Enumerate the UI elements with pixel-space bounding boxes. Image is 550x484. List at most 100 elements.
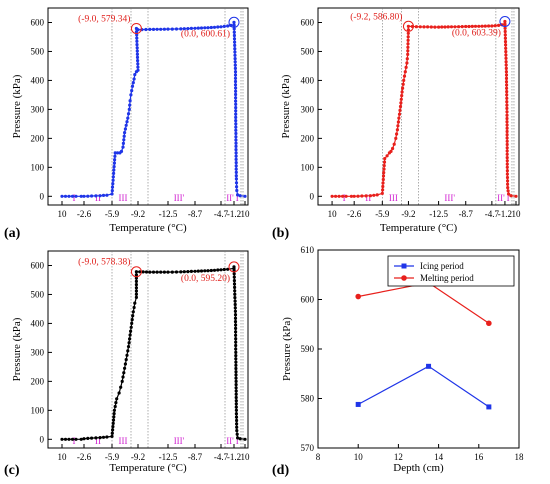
annotation-label: (0.0, 595.20) [181,273,230,284]
data-point [505,139,509,143]
data-point [505,175,510,180]
annotation-marker [130,266,142,278]
data-point [397,112,402,116]
x-tick-label: 10 [241,209,251,219]
data-point [135,55,140,60]
annotation-marker [228,16,240,28]
y-tick-label: 0 [40,434,45,444]
data-point [128,337,132,341]
x-tick-label: -12.5 [159,209,178,219]
data-point [130,89,134,93]
data-point [505,116,509,121]
data-point [125,120,129,124]
x-tick-label: 10 [354,452,364,462]
data-point [391,146,395,151]
data-point [98,194,102,198]
data-point [136,62,140,66]
data-point [127,107,131,111]
data-point [135,39,139,43]
x-tick-label: -4.7 [214,452,229,462]
y-tick-label: 500 [31,46,45,56]
data-point [186,270,190,274]
zone-label: I [73,436,76,446]
x-tick-label: -9.2 [401,209,415,219]
data-point [400,90,404,94]
data-point [480,24,484,28]
data-point [179,27,183,31]
zone-label: III' [174,436,185,446]
data-point [234,357,238,361]
x-tick-label: -9.2 [131,452,145,462]
data-point [389,149,393,153]
data-point [141,270,145,274]
data-point [115,397,119,401]
y-tick-label: 200 [301,133,315,143]
data-point [234,112,238,116]
zone-label: II [95,193,101,203]
x-axis-label: Temperature (°C) [109,222,187,234]
data-point [234,99,238,103]
data-point [151,27,156,31]
data-point [159,27,163,31]
data-point [381,184,385,189]
data-point [233,289,237,293]
data-point [233,76,238,80]
data-point [505,156,509,160]
data-point [114,401,118,405]
data-point [193,269,197,273]
data-point [136,65,140,69]
data-point [233,73,238,77]
x-tick-label: -2.6 [77,209,92,219]
data-point [503,33,507,37]
data-point [392,142,396,146]
data-point [209,25,213,30]
x-tick-label: -9.2 [131,209,145,219]
x-tick-label: -4.7 [214,209,229,219]
data-point [234,399,238,403]
data-point [505,129,509,134]
data-point [505,136,509,140]
data-point [381,181,385,185]
data-point [129,329,133,333]
data-point [159,270,163,274]
data-point [112,171,116,175]
data-point [182,270,186,274]
panel-label: (a) [4,226,21,241]
data-point [135,33,139,37]
data-point [504,76,509,80]
x-tick-label: 8 [316,452,321,462]
data-point [404,65,408,69]
zone-label: III [119,436,128,446]
data-point [136,68,140,72]
data-point [126,116,130,120]
data-point [234,333,238,337]
data-point [105,435,109,439]
legend-marker [401,263,407,269]
data-point [234,373,238,377]
data-point [486,320,492,327]
x-tick-label: 10 [58,209,68,219]
data-point [233,316,238,320]
data-point [151,270,156,274]
data-point [232,275,236,279]
data-point [234,383,238,387]
data-point [179,270,183,274]
x-tick-label: -1.2 [227,209,241,219]
data-point [505,110,509,114]
x-tick-label: -5.9 [375,209,390,219]
data-point [506,189,510,193]
data-point [505,83,509,87]
y-tick-label: 0 [310,191,315,201]
data-point [490,24,494,28]
data-point [155,27,159,31]
data-point [400,94,404,98]
data-point [233,309,237,313]
data-point [112,415,116,419]
annotation-marker [130,22,142,34]
data-point [406,52,410,57]
data-point [110,431,114,435]
data-point [418,25,422,29]
data-point [234,154,238,158]
data-point [234,389,238,393]
data-point [234,330,238,334]
